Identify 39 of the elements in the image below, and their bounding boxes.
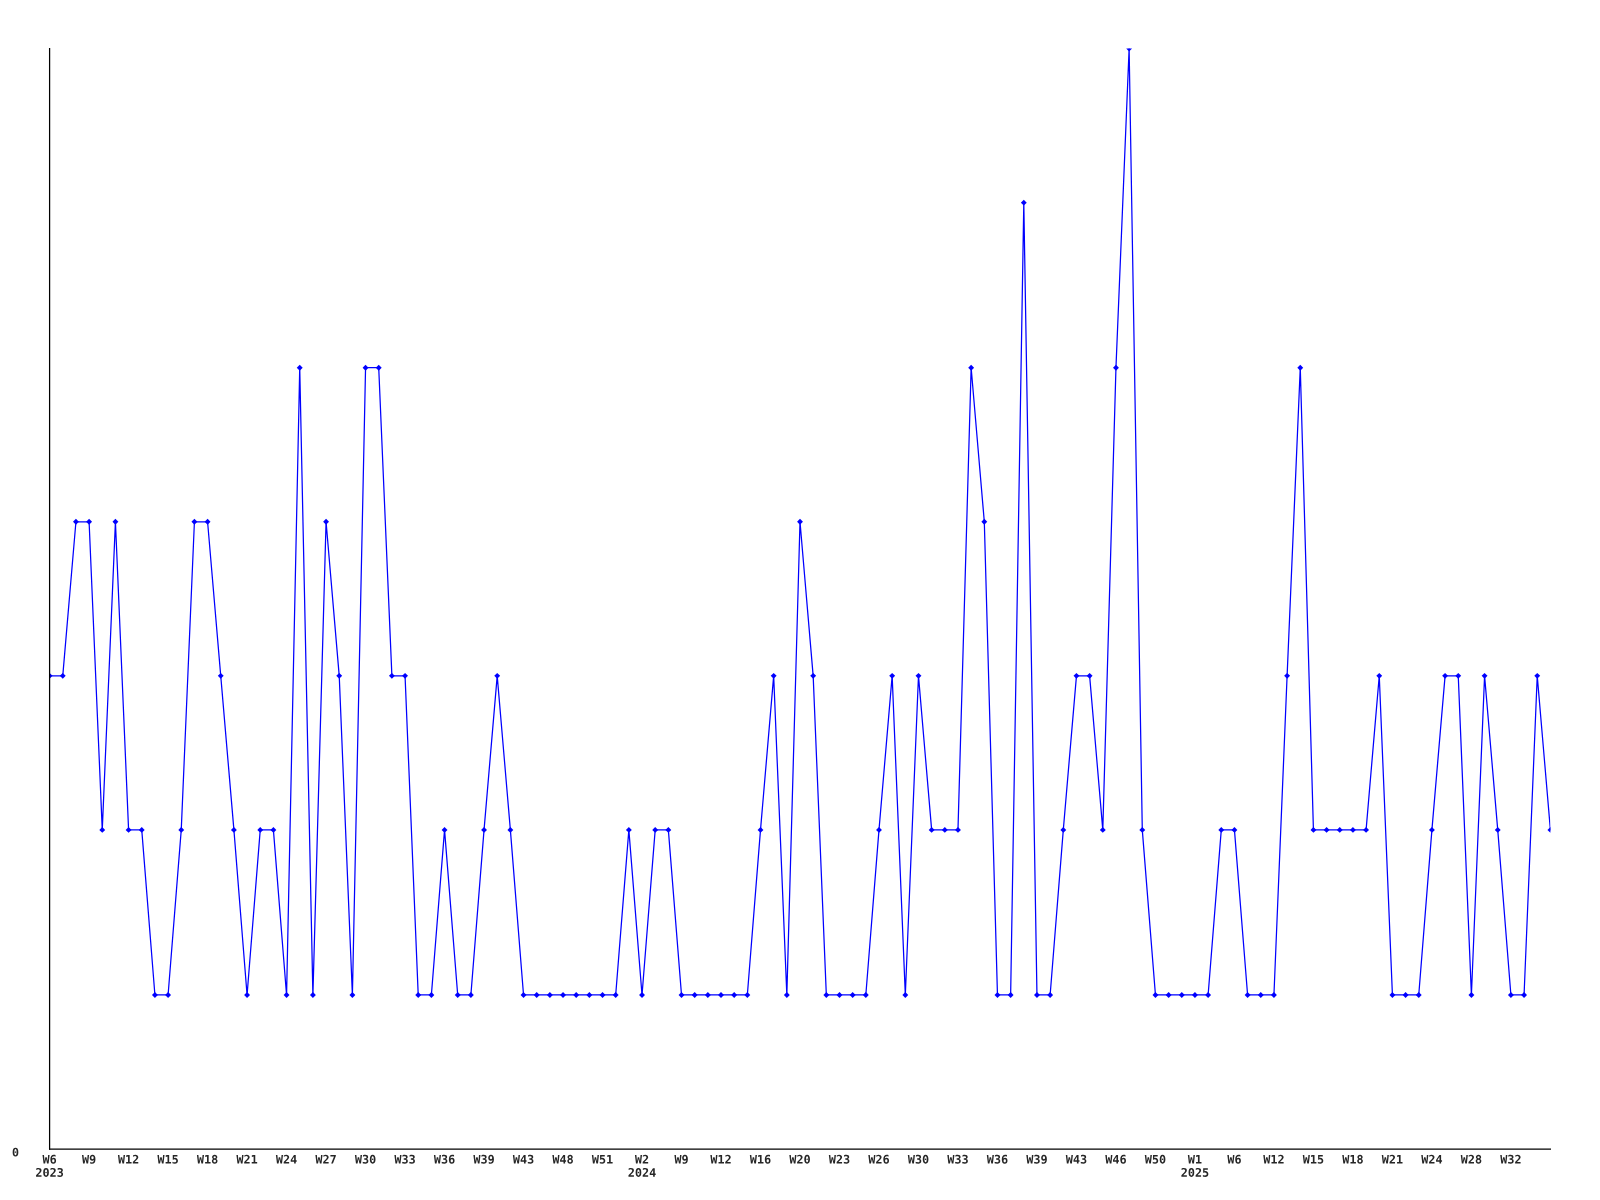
x-tick-label: W6 bbox=[1227, 1154, 1241, 1164]
x-tick-label: W30 bbox=[907, 1154, 929, 1164]
x-tick-label: W51 bbox=[591, 1154, 613, 1164]
x-tick-label: W36 bbox=[433, 1154, 455, 1164]
x-tick-label: W12 bbox=[710, 1154, 731, 1164]
x-tick-label: W20 bbox=[789, 1154, 810, 1164]
x-tick-label: W46 bbox=[1105, 1154, 1126, 1164]
x-tick-label: W50 bbox=[1144, 1154, 1166, 1164]
x-tick-label: W32 bbox=[1500, 1154, 1521, 1164]
x-tick-label: W24 bbox=[1421, 1154, 1443, 1164]
x-tick-label: W43 bbox=[1065, 1154, 1087, 1164]
x-tick-label: W33 bbox=[947, 1154, 968, 1164]
x-tick-label: W39 bbox=[473, 1154, 494, 1164]
x-tick-label: W1 2025 bbox=[1181, 1154, 1209, 1177]
x-tick-label: W30 bbox=[354, 1154, 376, 1164]
x-tick-label: W18 bbox=[196, 1154, 218, 1164]
x-tick-label: W28 bbox=[1460, 1154, 1482, 1164]
x-tick-label: W39 bbox=[1026, 1154, 1047, 1164]
x-tick-label: W15 bbox=[157, 1154, 178, 1164]
x-tick-label: W21 bbox=[1381, 1154, 1403, 1164]
x-tick-label: W6 2023 bbox=[36, 1154, 64, 1177]
x-tick-label: W9 bbox=[81, 1154, 96, 1164]
x-tick-label: W16 bbox=[749, 1154, 771, 1164]
x-tick-label: W24 bbox=[275, 1154, 297, 1164]
x-tick-label: W9 bbox=[674, 1154, 688, 1164]
x-tick-label: W2 2024 bbox=[628, 1154, 656, 1177]
text: 0 bbox=[12, 1147, 19, 1157]
x-tick-label: W36 bbox=[986, 1154, 1008, 1164]
x-tick-label: W12 bbox=[117, 1154, 139, 1164]
x-tick-label: W18 bbox=[1342, 1154, 1363, 1164]
x-tick-label: W27 bbox=[315, 1154, 336, 1164]
x-tick-label: W33 bbox=[394, 1154, 415, 1164]
x-tick-label: W43 bbox=[512, 1154, 534, 1164]
x-tick-label: W26 bbox=[868, 1154, 890, 1164]
x-tick-label: W12 bbox=[1263, 1154, 1284, 1164]
x-tick-label: W21 bbox=[236, 1154, 258, 1164]
x-tick-label: W23 bbox=[828, 1154, 850, 1164]
x-tick-label: W15 bbox=[1302, 1154, 1324, 1164]
x-tick-label: W48 bbox=[552, 1154, 573, 1164]
